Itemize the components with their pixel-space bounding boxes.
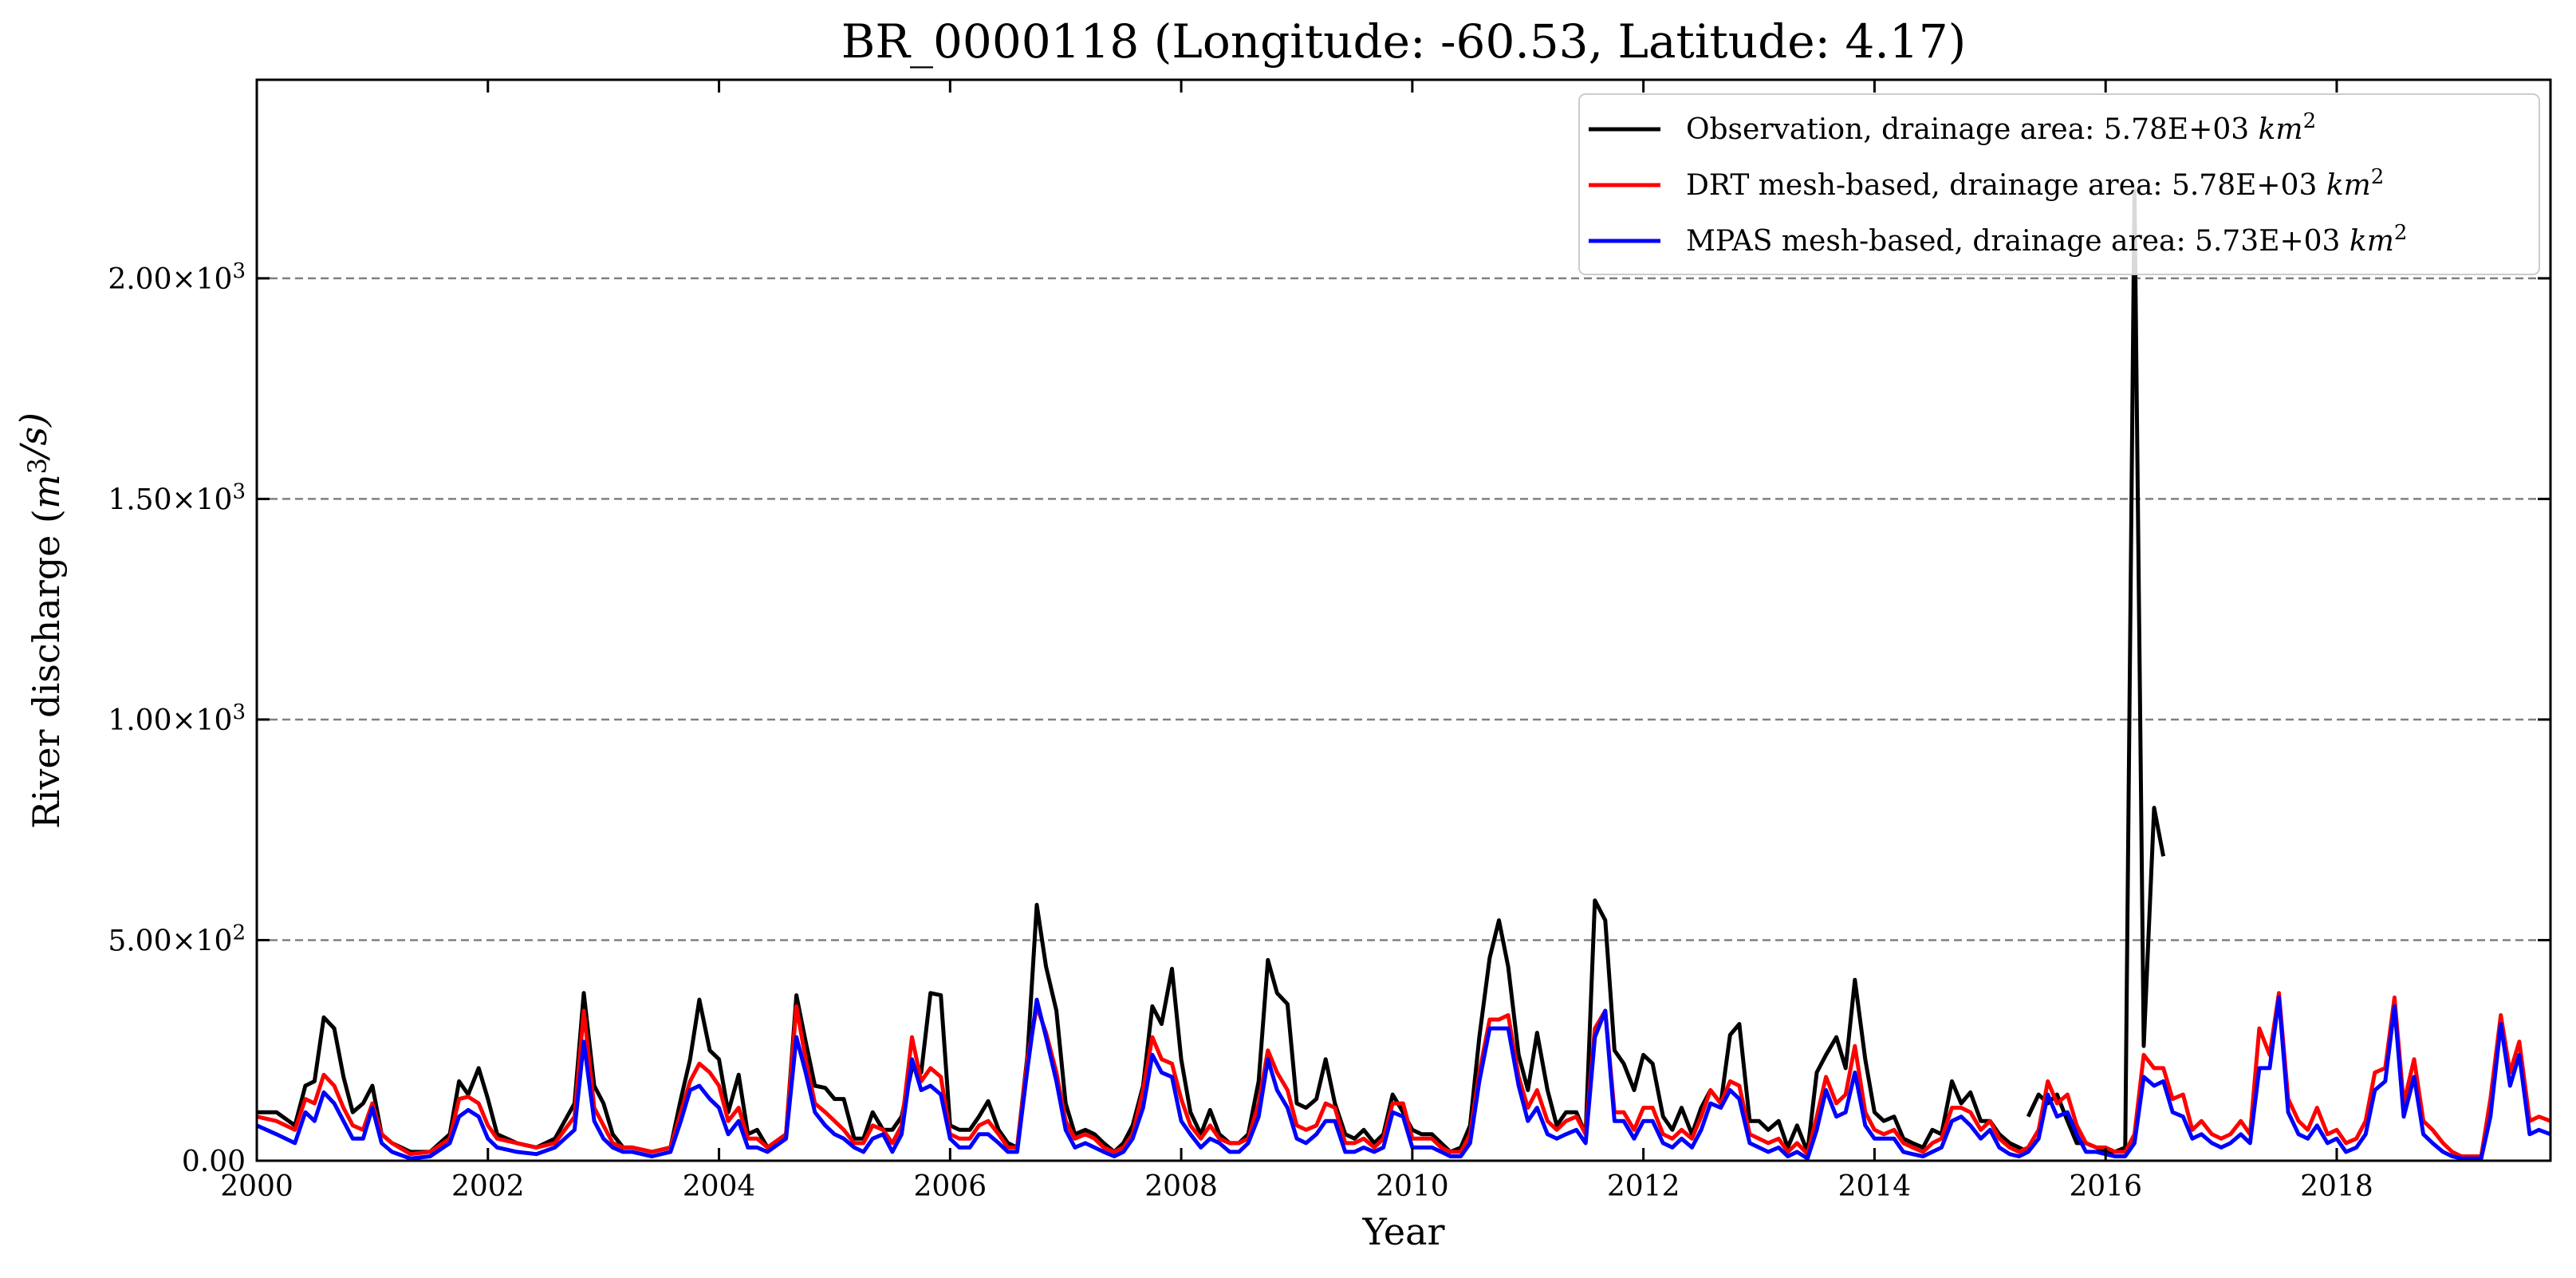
y-tick-label: 2.00×103 <box>108 259 246 296</box>
legend: Observation, drainage area: 5.78E+03 km2… <box>1578 93 2540 275</box>
x-axis-label: Year <box>1361 1210 1444 1253</box>
legend-label: Observation, drainage area: 5.78E+03 km2 <box>1686 109 2316 146</box>
x-tick-label: 2014 <box>1838 1170 1912 1203</box>
legend-box <box>1578 93 2540 275</box>
x-tick-label: 2006 <box>914 1170 987 1203</box>
y-axis-label: River discharge (m3/s) <box>12 412 68 829</box>
x-tick-label: 2018 <box>2300 1170 2373 1203</box>
series-line <box>2026 187 2166 1154</box>
series-lines <box>255 187 2551 1161</box>
grid-lines <box>257 277 2550 941</box>
y-tick-label: 1.50×103 <box>108 479 246 516</box>
legend-entry-1: Observation, drainage area: 5.78E+03 km2 <box>1589 109 2316 146</box>
y-tick-label: 5.00×102 <box>108 921 246 957</box>
series-line <box>256 991 2551 1158</box>
legend-entry-2: DRT mesh-based, drainage area: 5.78E+03 … <box>1589 165 2384 202</box>
x-tick-label: 2002 <box>451 1170 525 1203</box>
plot-frame <box>255 78 2552 1162</box>
legend-entry-3: MPAS mesh-based, drainage area: 5.73E+03… <box>1589 221 2407 258</box>
series-1 <box>257 187 2166 1154</box>
y-tick-label: 1.00×103 <box>108 700 246 737</box>
legend-label: MPAS mesh-based, drainage area: 5.73E+03… <box>1686 221 2407 258</box>
x-tick-label: 2016 <box>2069 1170 2142 1203</box>
legend-label: DRT mesh-based, drainage area: 5.78E+03 … <box>1686 165 2384 202</box>
series-line <box>257 898 2030 1154</box>
chart-title: BR_0000118 (Longitude: -60.53, Latitude:… <box>841 14 1967 69</box>
axis-ticks: 2000 2002 2004 2006 2008 2010 2012 2014 2016 2018… <box>108 80 2550 1203</box>
y-tick-label: 0.00 <box>182 1146 246 1178</box>
x-tick-label: 2004 <box>683 1170 756 1203</box>
x-tick-label: 2010 <box>1376 1170 1449 1203</box>
series-3 <box>255 995 2551 1161</box>
series-2 <box>256 991 2551 1158</box>
x-tick-label: 2008 <box>1144 1170 1218 1203</box>
series-line <box>255 995 2551 1161</box>
x-tick-label: 2000 <box>220 1170 293 1203</box>
x-tick-label: 2012 <box>1607 1170 1680 1203</box>
